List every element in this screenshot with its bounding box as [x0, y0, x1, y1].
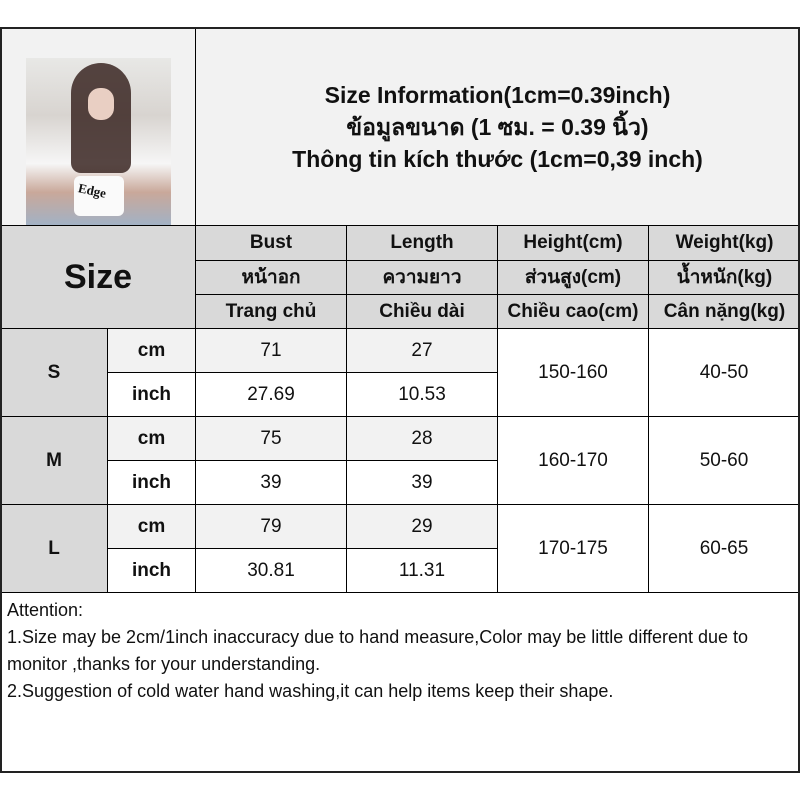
- height-range: 160-170: [497, 416, 649, 505]
- bust-cm: 71: [195, 328, 347, 373]
- length-cm: 27: [346, 328, 498, 373]
- column-header-th: น้ำหนัก(kg): [648, 259, 800, 295]
- weight-range: 50-60: [648, 416, 800, 505]
- product-photo-cell: Edge: [0, 27, 196, 250]
- attention-heading: Attention:: [7, 600, 84, 620]
- length-inch: 10.53: [346, 372, 498, 417]
- unit-label-cm: cm: [107, 328, 196, 373]
- unit-label-inch: inch: [107, 460, 196, 505]
- unit-label-inch: inch: [107, 372, 196, 417]
- weight-range: 60-65: [648, 504, 800, 593]
- column-header-en: Length: [346, 225, 498, 261]
- column-header-vi: Cân nặng(kg): [648, 294, 800, 330]
- unit-label-inch: inch: [107, 548, 196, 593]
- column-header-vi: Chiều cao(cm): [497, 294, 649, 330]
- bust-cm: 75: [195, 416, 347, 461]
- product-photo: Edge: [26, 58, 171, 250]
- length-cm: 28: [346, 416, 498, 461]
- size-label: L: [0, 504, 108, 593]
- bust-inch: 27.69: [195, 372, 347, 417]
- column-header-th: ความยาว: [346, 259, 498, 295]
- height-range: 170-175: [497, 504, 649, 593]
- bust-inch: 30.81: [195, 548, 347, 593]
- attention-notes: Attention: 1.Size may be 2cm/1inch inacc…: [0, 592, 800, 773]
- bust-inch: 39: [195, 460, 347, 505]
- column-header-vi: Trang chủ: [195, 294, 347, 330]
- column-header-en: Bust: [195, 225, 347, 261]
- column-header-th: หน้าอก: [195, 259, 347, 295]
- attention-note-2: 2.Suggestion of cold water hand washing,…: [7, 681, 614, 701]
- column-header-vi: Chiều dài: [346, 294, 498, 330]
- size-label: M: [0, 416, 108, 505]
- title-vietnamese: Thông tin kích thước (1cm=0,39 inch): [292, 145, 703, 172]
- title-thai: ข้อมูลขนาด (1 ซม. = 0.39 นิ้ว): [346, 113, 649, 140]
- length-cm: 29: [346, 504, 498, 549]
- attention-note-1: 1.Size may be 2cm/1inch inaccuracy due t…: [7, 627, 749, 674]
- column-header-en: Weight(kg): [648, 225, 800, 261]
- title-english: Size Information(1cm=0.39inch): [324, 81, 671, 108]
- weight-range: 40-50: [648, 328, 800, 417]
- size-header: Size: [0, 225, 196, 329]
- length-inch: 11.31: [346, 548, 498, 593]
- page-title: Size Information(1cm=0.39inch) ข้อมูลขนา…: [195, 27, 800, 226]
- unit-label-cm: cm: [107, 504, 196, 549]
- column-header-en: Height(cm): [497, 225, 649, 261]
- height-range: 150-160: [497, 328, 649, 417]
- length-inch: 39: [346, 460, 498, 505]
- column-header-th: ส่วนสูง(cm): [497, 259, 649, 295]
- size-label: S: [0, 328, 108, 417]
- bust-cm: 79: [195, 504, 347, 549]
- unit-label-cm: cm: [107, 416, 196, 461]
